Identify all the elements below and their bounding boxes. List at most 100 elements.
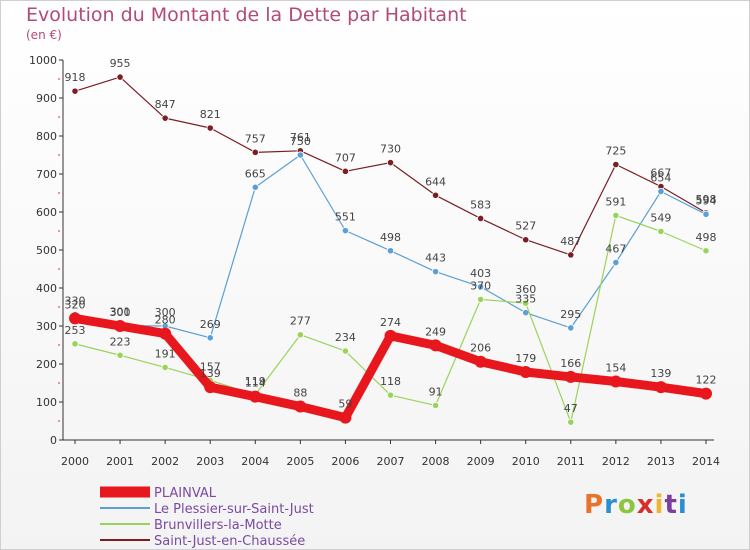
data-label: 179 — [515, 352, 536, 365]
data-label: 725 — [605, 145, 626, 158]
data-label: 443 — [425, 252, 446, 265]
y-tick-label: 600 — [36, 206, 57, 219]
data-label: 730 — [380, 143, 401, 156]
data-label: 118 — [380, 375, 401, 388]
data-point — [341, 227, 350, 235]
data-point — [204, 381, 217, 394]
data-point — [477, 295, 485, 303]
legend-item-label: PLAINVAL — [154, 486, 217, 501]
data-label: 549 — [650, 211, 671, 224]
data-point — [296, 151, 304, 159]
data-label: 269 — [200, 318, 221, 331]
y-tick-label: 400 — [36, 282, 57, 295]
data-point — [341, 347, 350, 355]
data-point — [251, 183, 259, 191]
x-tick-label: 2005 — [286, 455, 314, 468]
data-label: 122 — [696, 374, 717, 387]
data-label: 707 — [335, 151, 356, 164]
data-point — [657, 187, 665, 196]
data-labels-layer: 918 955 847 821 757 761 707 730 644 583 527 487 725 6… — [65, 57, 717, 415]
data-label: 249 — [425, 325, 446, 338]
data-point — [567, 324, 575, 332]
data-point — [116, 73, 124, 81]
x-tick-label: 2012 — [602, 455, 630, 468]
data-point — [519, 365, 532, 378]
data-point — [522, 299, 530, 307]
data-label: 191 — [155, 347, 176, 360]
data-label: 403 — [470, 267, 491, 280]
data-label: 119 — [245, 375, 266, 388]
data-label: 59 — [338, 398, 352, 411]
data-label: 114 — [245, 377, 266, 390]
data-label: 821 — [200, 108, 221, 121]
data-label: 206 — [470, 342, 491, 355]
data-label: 47 — [564, 402, 578, 415]
logo-letter: r — [604, 490, 618, 520]
data-label: 253 — [65, 324, 86, 337]
data-point — [386, 159, 395, 167]
data-label: 274 — [380, 316, 401, 329]
data-point — [206, 334, 214, 342]
data-point — [702, 247, 710, 255]
data-point — [612, 160, 620, 169]
data-point — [431, 401, 440, 410]
logo-letter: t — [664, 490, 678, 520]
logo-letter: i — [677, 490, 688, 520]
x-tick-label: 2011 — [557, 455, 585, 468]
x-tick-label: 2003 — [196, 455, 224, 468]
data-point — [567, 251, 575, 259]
data-label: 591 — [605, 195, 626, 208]
logo-letter: o — [617, 490, 637, 520]
data-label: 330 — [65, 295, 86, 308]
x-tick-label: 2008 — [422, 455, 450, 468]
data-label: 467 — [605, 243, 626, 256]
data-point — [386, 247, 395, 255]
series-layer — [69, 73, 712, 426]
logo-letter: i — [654, 490, 665, 520]
data-point — [341, 167, 350, 175]
data-label: 234 — [335, 331, 356, 344]
data-point — [431, 268, 440, 276]
x-tick-label: 2001 — [106, 455, 134, 468]
data-point — [159, 327, 172, 340]
data-label: 527 — [515, 220, 536, 233]
x-tick-label: 2007 — [377, 455, 405, 468]
data-point — [116, 351, 124, 359]
axes: 0 100 200 300 400 500 600 700 800 900 1000 2000 2001… — [29, 54, 720, 468]
data-label: 320 — [65, 298, 86, 311]
x-tick-label: 2009 — [467, 455, 495, 468]
data-label: 598 — [696, 193, 717, 206]
data-point — [477, 214, 485, 223]
data-label: 280 — [155, 314, 176, 327]
x-tick-label: 2002 — [151, 455, 179, 468]
data-point — [609, 375, 622, 388]
data-point — [654, 381, 667, 394]
data-point — [294, 400, 307, 413]
data-point — [522, 236, 530, 244]
x-tick-label: 2010 — [512, 455, 540, 468]
data-point — [69, 312, 81, 325]
data-point — [431, 191, 440, 199]
data-point — [474, 355, 487, 368]
data-label: 761 — [290, 131, 311, 144]
x-tick-label: 2000 — [61, 455, 89, 468]
data-point — [384, 329, 397, 342]
data-label: 277 — [290, 315, 311, 328]
data-point — [251, 148, 259, 156]
y-tick-label: 900 — [36, 92, 57, 105]
data-point — [702, 210, 710, 218]
data-label: 139 — [200, 367, 221, 380]
data-point — [700, 387, 712, 400]
data-point — [71, 87, 79, 95]
y-tick-label: 100 — [36, 396, 57, 409]
data-label: 667 — [650, 167, 671, 180]
data-label: 918 — [65, 71, 86, 84]
chart-title: Evolution du Montant de la Dette par Hab… — [26, 4, 467, 26]
y-tick-label: 1000 — [29, 54, 57, 67]
data-point — [161, 114, 169, 122]
data-point — [612, 258, 620, 267]
data-label: 166 — [560, 357, 581, 370]
data-label: 955 — [110, 57, 131, 70]
